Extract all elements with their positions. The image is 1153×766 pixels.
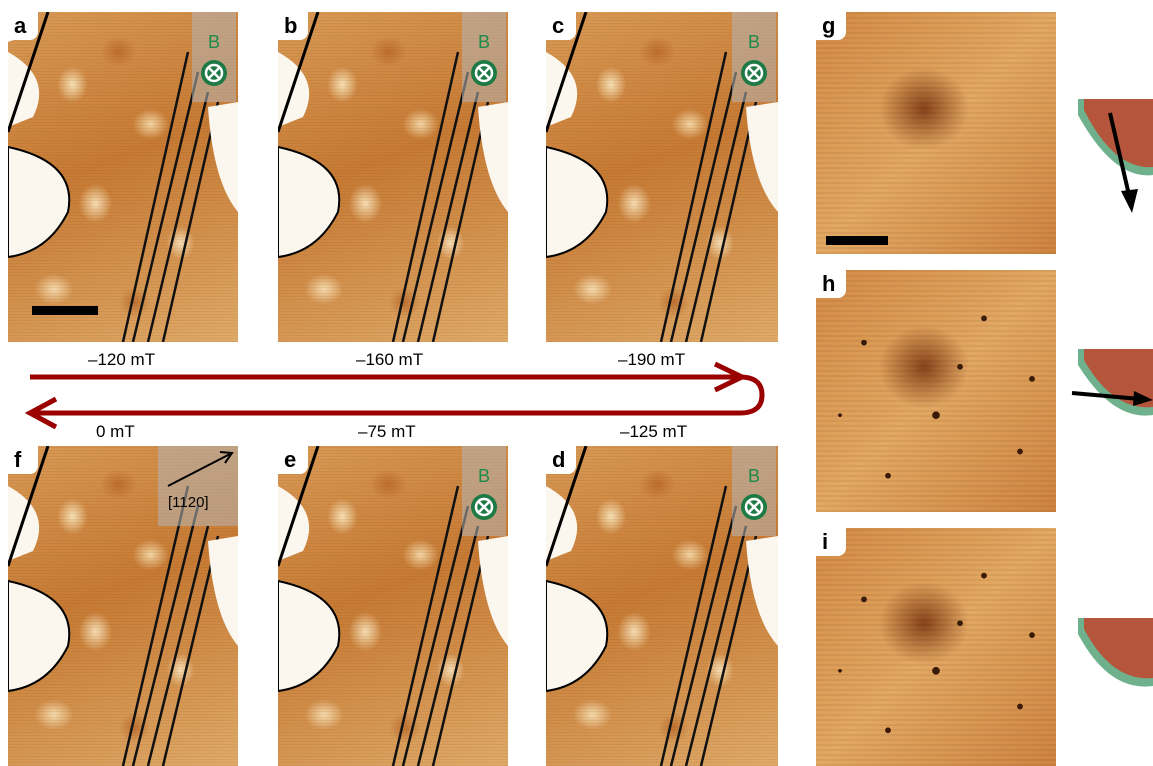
field-marker: B bbox=[462, 446, 506, 536]
scale-bar bbox=[826, 236, 888, 245]
panel-d: B d bbox=[546, 446, 778, 766]
domain-overlay bbox=[8, 446, 238, 766]
field-into-page-icon bbox=[741, 60, 767, 86]
panel-h: h bbox=[816, 270, 1056, 512]
field-into-page-icon bbox=[471, 494, 497, 520]
panel-c: B c bbox=[546, 12, 778, 342]
panel-e: B e bbox=[278, 446, 508, 766]
field-marker: B bbox=[732, 446, 776, 536]
panel-label-g: g bbox=[816, 12, 846, 40]
field-label-a: –120 mT bbox=[88, 350, 156, 369]
domain-overlay bbox=[546, 12, 778, 342]
panel-f: [1120] f bbox=[8, 446, 238, 766]
cone-schematic-i bbox=[1078, 618, 1153, 687]
field-marker: B bbox=[192, 12, 236, 102]
cone-schematic-h bbox=[1071, 349, 1153, 416]
direction-label: [1120] bbox=[168, 494, 209, 511]
panel-label-d: d bbox=[546, 446, 576, 474]
field-into-page-icon bbox=[741, 494, 767, 520]
field-label-b: –160 mT bbox=[356, 350, 424, 369]
scale-bar bbox=[32, 306, 98, 315]
panel-label-h: h bbox=[816, 270, 846, 298]
field-into-page-icon bbox=[201, 60, 227, 86]
panel-a: B a bbox=[8, 12, 238, 342]
panel-g: g bbox=[816, 12, 1056, 254]
field-label-d: –125 mT bbox=[620, 422, 688, 441]
field-marker: B bbox=[732, 12, 776, 102]
panel-label-b: b bbox=[278, 12, 308, 40]
field-label-c: –190 mT bbox=[618, 350, 686, 369]
domain-overlay bbox=[278, 446, 508, 766]
field-marker: B bbox=[462, 12, 506, 102]
panel-label-a: a bbox=[8, 12, 38, 40]
cone-schematic-g bbox=[1078, 99, 1153, 213]
panel-label-i: i bbox=[816, 528, 846, 556]
panel-label-e: e bbox=[278, 446, 308, 474]
field-cycle-arrow bbox=[24, 362, 765, 430]
panel-b: B b bbox=[278, 12, 508, 342]
panel-label-f: f bbox=[8, 446, 38, 474]
field-label-f: 0 mT bbox=[96, 422, 135, 441]
field-label-e: –75 mT bbox=[358, 422, 416, 441]
panel-i: i bbox=[816, 528, 1056, 766]
field-into-page-icon bbox=[471, 60, 497, 86]
domain-overlay bbox=[546, 446, 778, 766]
domain-overlay bbox=[278, 12, 508, 342]
panel-label-c: c bbox=[546, 12, 576, 40]
